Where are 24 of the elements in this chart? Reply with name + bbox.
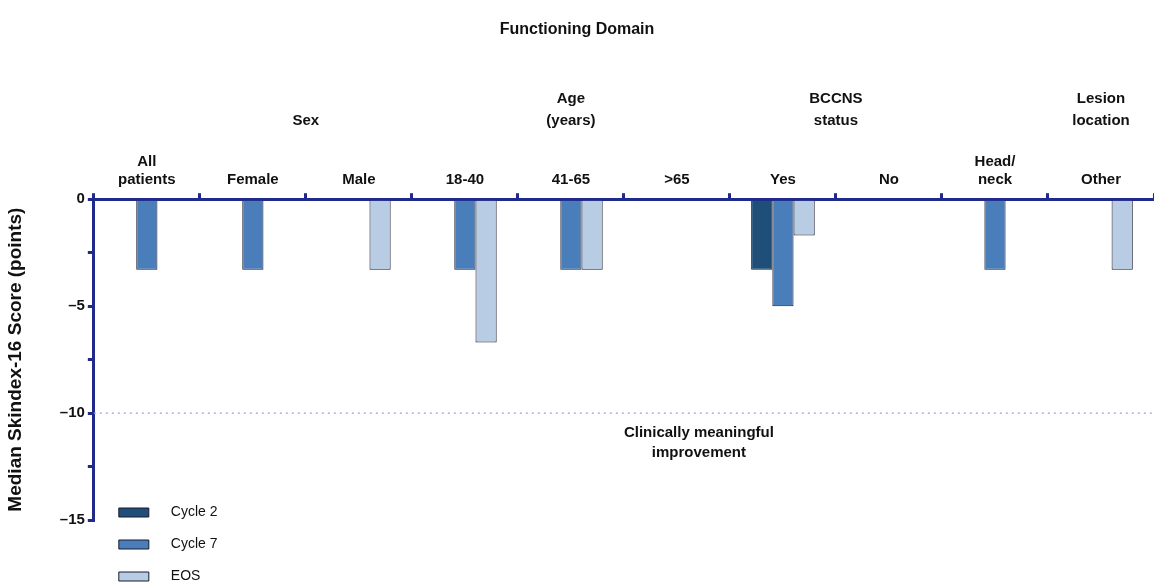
- x-tick-label: Male: [342, 170, 376, 188]
- text: Sex: [292, 110, 320, 128]
- y-tick-label: –10: [59, 403, 85, 421]
- ref-line-label: Clinically meaningful improvement: [623, 422, 774, 460]
- text: Age (years): [546, 88, 596, 128]
- x-tick-label: Head/neck: [974, 152, 1017, 188]
- text: BCCNS status: [809, 88, 863, 128]
- text: Lesion location: [1072, 88, 1130, 128]
- x-tick-label: >65: [664, 170, 690, 188]
- x-tick-label: All patients: [118, 152, 176, 188]
- y-tick-label: –5: [68, 296, 85, 314]
- x-tick-label: 18-40: [445, 170, 485, 188]
- x-tick-label: Yes: [770, 170, 796, 188]
- x-tick-label: No: [878, 170, 899, 188]
- legend-label: EOS: [170, 566, 201, 582]
- chart-title: Functioning Domain: [499, 20, 655, 38]
- x-tick-label: Female: [227, 170, 279, 188]
- legend-label: Cycle 7: [170, 534, 218, 551]
- y-axis-title: Median Skindex-16 Score (points): [3, 207, 25, 512]
- y-tick-label: –15: [59, 510, 85, 528]
- x-tick-label: Other: [1080, 170, 1122, 188]
- y-tick-label: 0: [76, 189, 85, 207]
- x-tick-label: 41-65: [551, 170, 591, 188]
- legend-label: Cycle 2: [170, 502, 218, 519]
